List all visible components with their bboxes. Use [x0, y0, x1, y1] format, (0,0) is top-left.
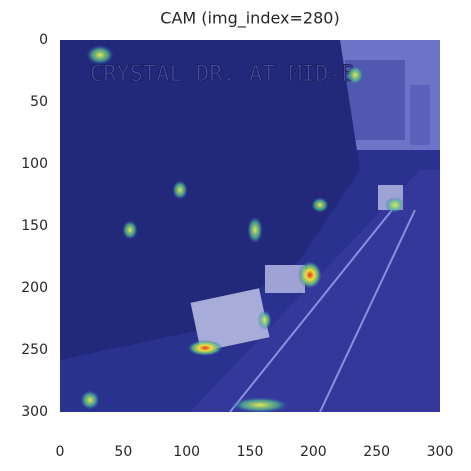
x-tick-label: 100	[173, 444, 200, 460]
x-tick-label: 0	[56, 444, 65, 460]
y-tick-label: 250	[21, 342, 48, 358]
y-tick-label: 100	[21, 156, 48, 172]
y-tick-label: 50	[30, 94, 48, 110]
x-tick-label: 250	[363, 444, 390, 460]
chart-title: CAM (img_index=280)	[160, 9, 339, 29]
y-tick-label: 200	[21, 280, 48, 296]
x-tick-label: 150	[237, 444, 264, 460]
y-tick-label: 0	[39, 32, 48, 48]
x-tick-label: 50	[114, 444, 132, 460]
y-tick-label: 300	[21, 404, 48, 420]
x-tick-label: 200	[300, 444, 327, 460]
cam-image: CRYSTAL DR. AT MID-B	[60, 40, 440, 413]
y-tick-label: 150	[21, 218, 48, 234]
svg-text:CRYSTAL DR. AT MID-B: CRYSTAL DR. AT MID-B	[90, 62, 355, 87]
chart: CAM (img_index=280) CRYSTAL DR. AT MID-B…	[0, 0, 471, 467]
x-tick-label: 300	[427, 444, 454, 460]
